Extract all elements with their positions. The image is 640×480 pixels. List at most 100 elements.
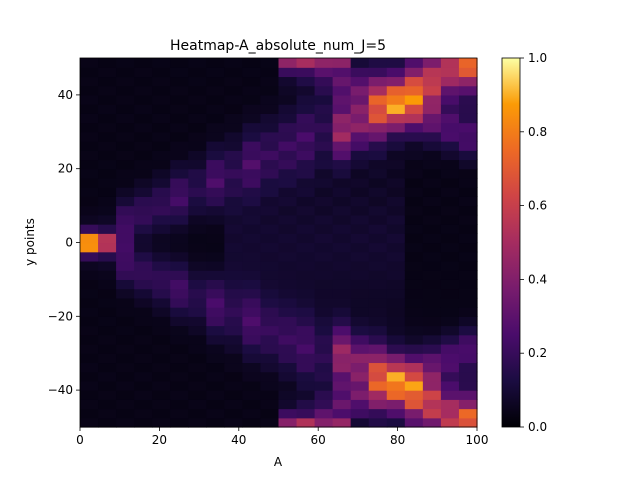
heatmap-cell — [422, 177, 442, 188]
heatmap-cell — [80, 104, 99, 114]
x-tick-label: 40 — [231, 433, 246, 447]
heatmap-cell — [278, 187, 298, 197]
heatmap-cell — [458, 58, 478, 68]
heatmap-cell — [224, 380, 244, 391]
heatmap-cell — [314, 353, 334, 364]
heatmap-cell — [98, 270, 117, 280]
heatmap-cell — [80, 131, 99, 142]
heatmap-cell — [152, 334, 171, 345]
heatmap-cell — [278, 58, 298, 68]
heatmap-cell — [350, 343, 370, 354]
heatmap-cell — [458, 177, 478, 188]
heatmap-cell — [350, 205, 370, 216]
heatmap-cell — [80, 390, 99, 400]
heatmap-cell — [242, 380, 262, 391]
heatmap-cell — [296, 362, 316, 373]
heatmap-cell — [152, 242, 171, 253]
heatmap-cell — [404, 205, 424, 216]
heatmap-cell — [458, 316, 478, 327]
heatmap-cell — [422, 113, 442, 124]
y-tick-label: 40 — [58, 88, 73, 102]
heatmap-cell — [116, 390, 135, 400]
heatmap-cell — [386, 325, 406, 336]
heatmap-cell — [440, 159, 460, 170]
heatmap-cell — [134, 94, 153, 105]
heatmap-cell — [152, 260, 171, 271]
heatmap-cell — [242, 399, 262, 410]
heatmap-cell — [170, 362, 189, 373]
heatmap-cell — [296, 177, 316, 188]
heatmap-cell — [152, 187, 171, 197]
heatmap-cell — [242, 58, 262, 68]
heatmap-cell — [116, 371, 135, 382]
heatmap-cell — [278, 224, 298, 234]
heatmap-cell — [404, 380, 424, 391]
heatmap-cell — [224, 279, 244, 290]
heatmap-cell — [170, 94, 189, 105]
heatmap-cell — [458, 214, 478, 225]
heatmap-cell — [242, 94, 262, 105]
heatmap-cell — [260, 417, 280, 428]
heatmap-cell — [80, 205, 99, 216]
heatmap-cell — [386, 94, 406, 105]
heatmap-cell — [116, 343, 135, 354]
heatmap-cell — [368, 94, 388, 105]
heatmap-cell — [422, 325, 442, 336]
heatmap-cell — [260, 307, 280, 317]
heatmap-cell — [404, 214, 424, 225]
heatmap-cell — [458, 233, 478, 244]
heatmap-cell — [278, 196, 298, 207]
heatmap-cell — [242, 279, 262, 290]
heatmap-cell — [152, 76, 171, 87]
heatmap-cell — [386, 288, 406, 299]
heatmap-cell — [170, 233, 189, 244]
heatmap-cell — [224, 113, 244, 124]
heatmap-cell — [170, 122, 189, 133]
heatmap-cell — [296, 316, 316, 327]
chart-title: Heatmap-A_absolute_num_J=5 — [170, 38, 386, 54]
heatmap-cell — [458, 343, 478, 354]
heatmap-cell — [98, 390, 117, 400]
heatmap-cell — [188, 371, 207, 382]
heatmap-cell — [224, 390, 244, 400]
heatmap-cell — [170, 417, 189, 428]
heatmap-cell — [98, 297, 117, 308]
heatmap-cell — [170, 408, 189, 419]
heatmap-cell — [368, 371, 388, 382]
heatmap-cell — [350, 168, 370, 179]
heatmap-cell — [170, 399, 189, 410]
heatmap-cell — [152, 131, 171, 142]
heatmap-cell — [350, 417, 370, 428]
heatmap-cell — [368, 279, 388, 290]
heatmap-cell — [458, 408, 478, 419]
heatmap-cell — [224, 141, 244, 151]
heatmap-cell — [440, 233, 460, 244]
heatmap-cell — [350, 76, 370, 87]
heatmap-cell — [350, 380, 370, 391]
heatmap-cell — [314, 224, 334, 234]
heatmap-cell — [296, 408, 316, 419]
heatmap-cell — [98, 408, 117, 419]
heatmap-cell — [296, 104, 316, 114]
heatmap-cell — [296, 214, 316, 225]
heatmap-cell — [134, 150, 153, 161]
heatmap-cell — [332, 288, 352, 299]
heatmap-cell — [440, 76, 460, 87]
heatmap-cell — [188, 417, 207, 428]
heatmap-cell — [116, 214, 135, 225]
heatmap-cell — [80, 408, 99, 419]
heatmap-cell — [188, 380, 207, 391]
heatmap-cell — [242, 353, 262, 364]
heatmap-cell — [224, 325, 244, 336]
heatmap-cell — [314, 371, 334, 382]
heatmap-cell — [278, 67, 298, 78]
heatmap-cell — [134, 260, 153, 271]
heatmap-cell — [368, 251, 388, 262]
heatmap-cell — [440, 104, 460, 114]
heatmap-cell — [152, 233, 171, 244]
heatmap-cell — [440, 67, 460, 78]
heatmap-cell — [314, 325, 334, 336]
heatmap-cell — [386, 362, 406, 373]
heatmap-cell — [206, 307, 225, 317]
